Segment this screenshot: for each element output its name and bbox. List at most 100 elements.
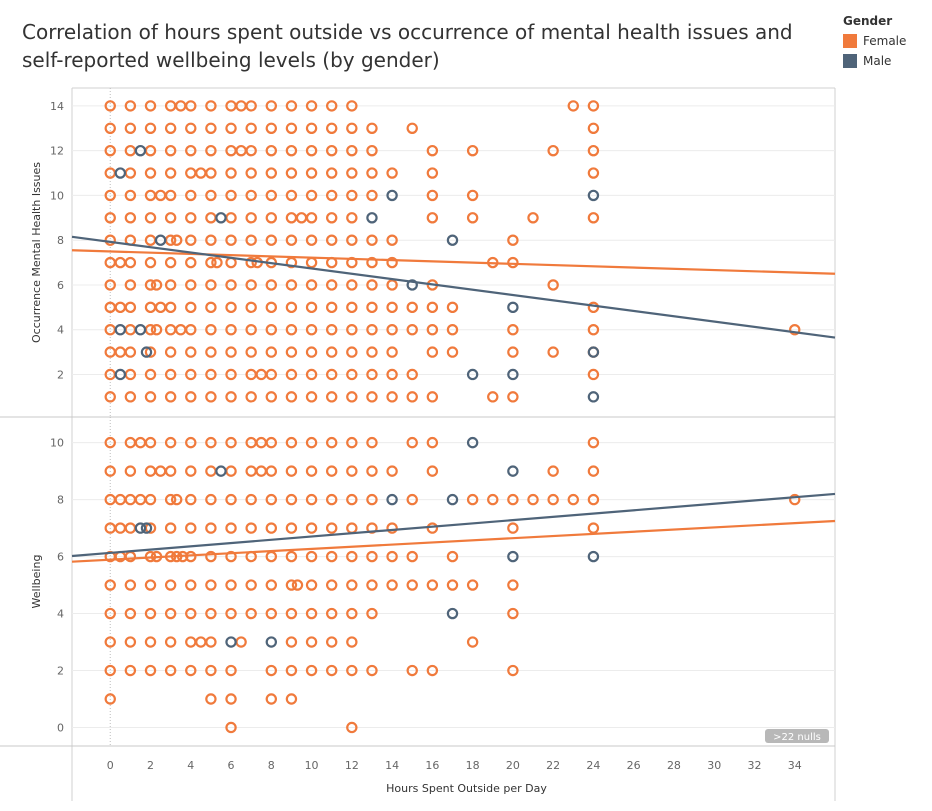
data-point-female — [211, 256, 223, 269]
data-point-male — [114, 167, 127, 179]
data-point-female — [170, 493, 183, 506]
data-point-female — [205, 144, 217, 157]
data-point-female — [154, 465, 167, 477]
data-point-female — [164, 636, 177, 648]
data-point-female — [164, 465, 177, 477]
data-point-female — [235, 636, 247, 648]
legend-swatch-male — [843, 54, 857, 68]
data-point-female — [205, 324, 217, 336]
data-point-male — [587, 346, 600, 358]
data-point-female — [326, 301, 338, 314]
data-point-female — [205, 189, 217, 202]
data-point-female — [285, 579, 298, 591]
data-point-female — [225, 493, 237, 506]
data-point-female — [114, 346, 127, 358]
legend-item-female[interactable]: Female — [843, 34, 932, 48]
legend-title: Gender — [843, 14, 893, 28]
data-point-female — [245, 144, 257, 157]
data-point-female — [466, 579, 479, 591]
data-point-female — [305, 664, 318, 677]
data-point-female — [144, 167, 157, 179]
data-point-female — [195, 636, 207, 648]
data-point-female — [225, 301, 237, 314]
null-badge[interactable]: >22 nulls — [765, 729, 829, 743]
x-tick-label: 26 — [627, 759, 641, 772]
data-point-female — [466, 493, 479, 506]
data-point-female — [265, 346, 278, 358]
data-point-female — [366, 122, 378, 134]
data-point-female — [386, 465, 398, 477]
data-point-female — [265, 493, 278, 506]
series-female — [104, 436, 801, 734]
data-point-female — [225, 607, 237, 620]
data-point-male — [507, 368, 519, 381]
data-point-female — [225, 167, 237, 179]
data-point-female — [326, 324, 338, 336]
data-point-female — [406, 579, 418, 591]
data-point-female — [305, 301, 318, 314]
data-point-female — [265, 607, 278, 620]
data-point-female — [225, 579, 237, 591]
data-point-female — [104, 664, 116, 677]
data-point-female — [285, 212, 298, 224]
data-point-female — [326, 279, 338, 291]
data-point-female — [366, 346, 378, 358]
data-point-female — [386, 550, 398, 563]
data-point-female — [547, 493, 559, 506]
data-point-female — [346, 607, 358, 620]
data-point-male — [446, 493, 459, 506]
data-point-female — [285, 301, 298, 314]
data-point-female — [265, 122, 278, 134]
data-point-female — [285, 391, 298, 403]
data-point-female — [326, 607, 338, 620]
data-point-female — [346, 522, 358, 534]
data-point-female — [426, 189, 439, 202]
data-point-female — [426, 391, 439, 403]
data-point-female — [245, 522, 257, 534]
data-point-female — [386, 346, 398, 358]
data-point-female — [205, 391, 217, 403]
data-point-male — [446, 607, 459, 620]
data-point-female — [386, 324, 398, 336]
data-point-female — [245, 212, 257, 224]
data-point-female — [144, 256, 157, 269]
data-point-female — [185, 436, 197, 449]
legend-item-male[interactable]: Male — [843, 54, 932, 68]
data-point-female — [170, 234, 183, 246]
data-point-female — [114, 522, 127, 534]
data-point-female — [185, 212, 197, 224]
data-point-female — [326, 550, 338, 563]
data-point-female — [245, 301, 257, 314]
data-point-female — [104, 436, 116, 449]
data-point-female — [164, 607, 177, 620]
legend-swatch-female — [843, 34, 857, 48]
data-point-female — [346, 324, 358, 336]
y-tick-label: 6 — [57, 279, 64, 292]
y-tick-label: 4 — [57, 324, 64, 337]
data-point-female — [507, 579, 519, 591]
data-point-female — [507, 522, 519, 534]
data-point-female — [185, 301, 197, 314]
data-point-female — [124, 167, 137, 179]
data-point-female — [265, 100, 278, 112]
data-point-female — [245, 346, 257, 358]
data-point-female — [205, 493, 217, 506]
data-point-female — [466, 144, 479, 157]
data-point-female — [406, 664, 418, 677]
data-point-female — [346, 189, 358, 202]
data-point-female — [305, 522, 318, 534]
data-point-female — [225, 664, 237, 677]
data-point-female — [285, 465, 298, 477]
y-tick-label: 12 — [50, 145, 64, 158]
data-point-female — [366, 144, 378, 157]
data-point-female — [225, 189, 237, 202]
data-point-female — [507, 346, 519, 358]
data-point-female — [185, 607, 197, 620]
data-point-female — [144, 368, 157, 381]
data-point-male — [466, 368, 479, 381]
trend-line-male — [71, 235, 836, 339]
data-point-female — [527, 493, 539, 506]
data-point-female — [567, 100, 579, 112]
data-point-female — [144, 664, 157, 677]
data-point-male — [134, 144, 147, 157]
